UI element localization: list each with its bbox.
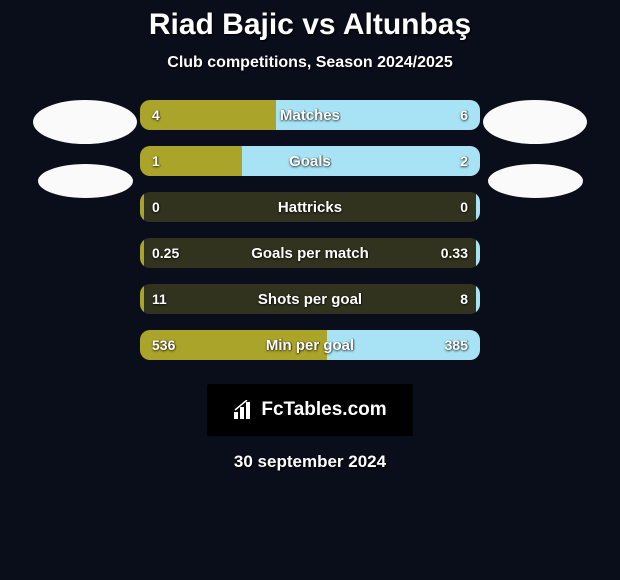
stat-row: Shots per goal11 8 (140, 284, 480, 314)
chart-icon (233, 400, 255, 420)
stat-label: Goals per match (140, 238, 480, 268)
stat-value-left: 536 (152, 330, 175, 360)
stat-value-right: 0 (460, 192, 468, 222)
page-title: Riad Bajic vs Altunbaş (0, 8, 620, 42)
comparison-card: Riad Bajic vs Altunbaş Club competitions… (0, 0, 620, 472)
stat-value-left: 4 (152, 100, 160, 130)
stat-label: Matches (140, 100, 480, 130)
subtitle: Club competitions, Season 2024/2025 (0, 54, 620, 72)
vs-label: vs (302, 8, 335, 41)
stat-value-right: 0.33 (441, 238, 468, 268)
stat-label: Hattricks (140, 192, 480, 222)
source-badge-text: FcTables.com (261, 399, 386, 421)
bars-host: Matches4 6 Goals1 2 Hattricks0 0 Goals per mat… (140, 100, 480, 360)
stat-label: Min per goal (140, 330, 480, 360)
player2-avatar-placeholder (483, 100, 587, 144)
right-avatar-col (480, 100, 590, 198)
stat-value-right: 2 (460, 146, 468, 176)
stat-label: Shots per goal (140, 284, 480, 314)
stat-value-left: 0.25 (152, 238, 179, 268)
stat-label: Goals (140, 146, 480, 176)
date-label: 30 september 2024 (0, 452, 620, 472)
stat-value-left: 0 (152, 192, 160, 222)
player1-avatar-placeholder (33, 100, 137, 144)
source-badge: FcTables.com (207, 384, 413, 436)
stat-value-right: 8 (460, 284, 468, 314)
stat-value-left: 11 (152, 284, 167, 314)
stat-row: Min per goal536 385 (140, 330, 480, 360)
left-avatar-col (30, 100, 140, 198)
stat-row: Goals1 2 (140, 146, 480, 176)
main-grid: Matches4 6 Goals1 2 Hattricks0 0 Goals per mat… (0, 100, 620, 376)
stat-value-right: 385 (445, 330, 468, 360)
stat-value-left: 1 (152, 146, 160, 176)
player1-name: Riad Bajic (149, 8, 294, 41)
stat-value-right: 6 (460, 100, 468, 130)
stat-row: Hattricks0 0 (140, 192, 480, 222)
player2-name: Altunbaş (343, 8, 471, 41)
stat-row: Goals per match0.25 0.33 (140, 238, 480, 268)
player2-club-placeholder (488, 164, 583, 198)
stats-column: Matches4 6 Goals1 2 Hattricks0 0 Goals per mat… (140, 100, 480, 376)
player1-club-placeholder (38, 164, 133, 198)
stat-row: Matches4 6 (140, 100, 480, 130)
